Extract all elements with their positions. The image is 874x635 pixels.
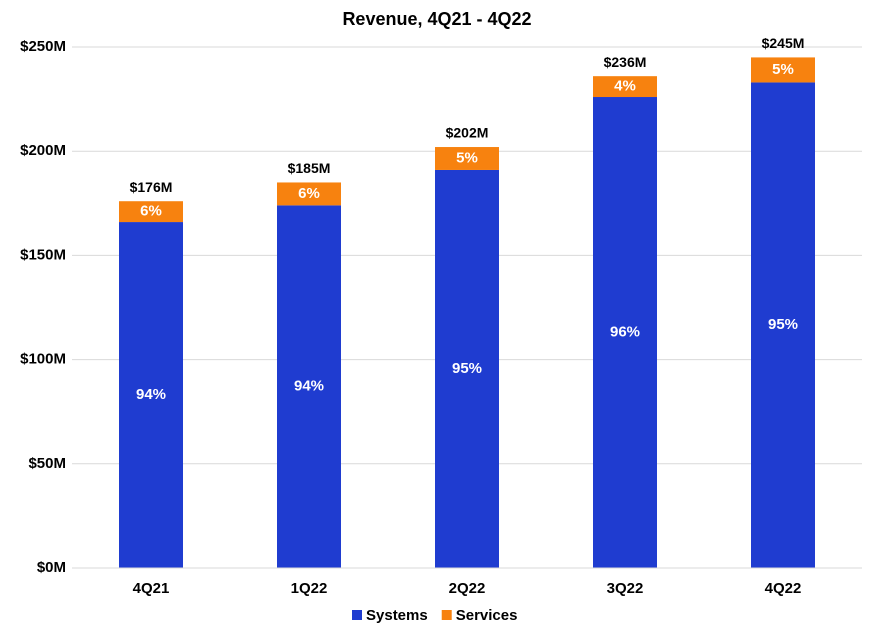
segment-label: 94%: [136, 386, 166, 403]
bar-segment: [277, 205, 341, 568]
total-label: $176M: [130, 179, 173, 195]
x-tick-label: 1Q22: [291, 580, 328, 597]
bar-segment: [751, 57, 815, 83]
y-tick-label: $200M: [20, 142, 66, 159]
segment-label: 94%: [294, 378, 324, 395]
total-label: $185M: [288, 160, 331, 176]
y-tick-label: $100M: [20, 351, 66, 368]
segment-label: 95%: [452, 360, 482, 377]
bar-segment: [277, 182, 341, 206]
segment-label: 5%: [456, 149, 478, 166]
legend-label: Services: [456, 607, 518, 624]
total-label: $245M: [762, 35, 805, 51]
x-tick-label: 3Q22: [607, 580, 644, 597]
bar-segment: [435, 147, 499, 170]
x-tick-label: 4Q21: [133, 580, 170, 597]
total-label: $202M: [446, 125, 489, 141]
legend-swatch: [352, 610, 362, 620]
y-tick-label: $0M: [37, 559, 66, 576]
segment-label: 95%: [768, 316, 798, 333]
segment-label: 5%: [772, 61, 794, 78]
total-label: $236M: [604, 54, 647, 70]
legend-swatch: [441, 610, 452, 620]
x-tick-label: 4Q22: [765, 580, 802, 597]
y-tick-label: $50M: [28, 455, 66, 472]
segment-label: 6%: [140, 203, 162, 220]
bar-segment: [593, 97, 657, 569]
bar-segment: [751, 82, 815, 568]
y-tick-label: $150M: [20, 246, 66, 263]
segment-label: 4%: [614, 78, 636, 95]
legend-label: Systems: [366, 607, 428, 624]
bar-segment: [435, 169, 499, 568]
bar-segment: [119, 201, 183, 223]
x-tick-label: 2Q22: [449, 580, 486, 597]
segment-label: 6%: [298, 185, 320, 202]
y-tick-label: $250M: [20, 38, 66, 55]
bar-segment: [119, 222, 183, 568]
chart-title: Revenue, 4Q21 - 4Q22: [342, 9, 531, 29]
bar-segment: [593, 76, 657, 98]
segment-label: 96%: [610, 323, 640, 340]
